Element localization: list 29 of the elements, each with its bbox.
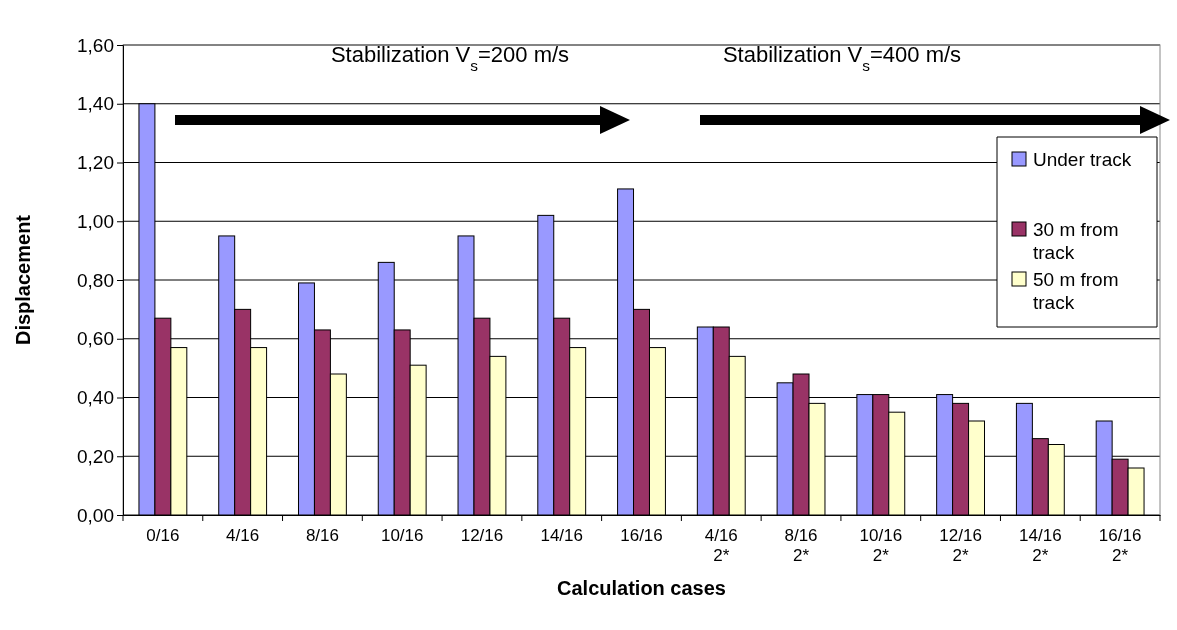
x-tick-label: 0/16 — [146, 526, 180, 546]
x-tick-label: 14/16 — [540, 526, 583, 546]
y-tick-label: 1,20 — [77, 152, 114, 174]
x-tick-label: 16/16 — [620, 526, 663, 546]
y-tick-label: 0,40 — [77, 387, 114, 409]
x-tick-label: 12/16 — [460, 526, 504, 546]
x-tick-label: 14/16 2* — [1019, 526, 1062, 565]
y-tick-label: 0,00 — [77, 504, 114, 526]
annotation: Stabilization V$_{s}$=200 m/s — [330, 42, 570, 74]
x-tick-label: 8/16 — [305, 526, 339, 546]
y-tick-label: 1,40 — [77, 93, 114, 115]
legend-label: Under track — [1033, 149, 1132, 170]
y-tick-label: 0,20 — [77, 445, 114, 467]
x-tick-label: 12/16 2* — [939, 526, 982, 565]
x-tick-label: 16/16 2* — [1098, 526, 1142, 565]
y-tick-label: 1,00 — [77, 210, 114, 232]
x-tick-label: 10/16 — [380, 526, 424, 546]
x-tick-label: 8/16 2* — [784, 526, 818, 565]
y-tick-label: 1,60 — [77, 34, 114, 56]
x-axis-title: Calculation cases — [557, 577, 726, 599]
x-tick-label: 10/16 2* — [859, 526, 903, 565]
y-tick-label: 0,60 — [77, 328, 114, 350]
legend-label: 50 m from track — [1033, 269, 1119, 313]
y-axis-title: Displacement — [12, 214, 34, 346]
annotation: Stabilization V$_{s}$=400 m/s — [722, 42, 962, 74]
x-tick-label: 4/16 — [226, 526, 260, 546]
x-tick-label: 4/16 2* — [704, 526, 738, 565]
y-tick-label: 0,80 — [77, 269, 114, 291]
legend-label: 30 m from track — [1033, 219, 1119, 263]
